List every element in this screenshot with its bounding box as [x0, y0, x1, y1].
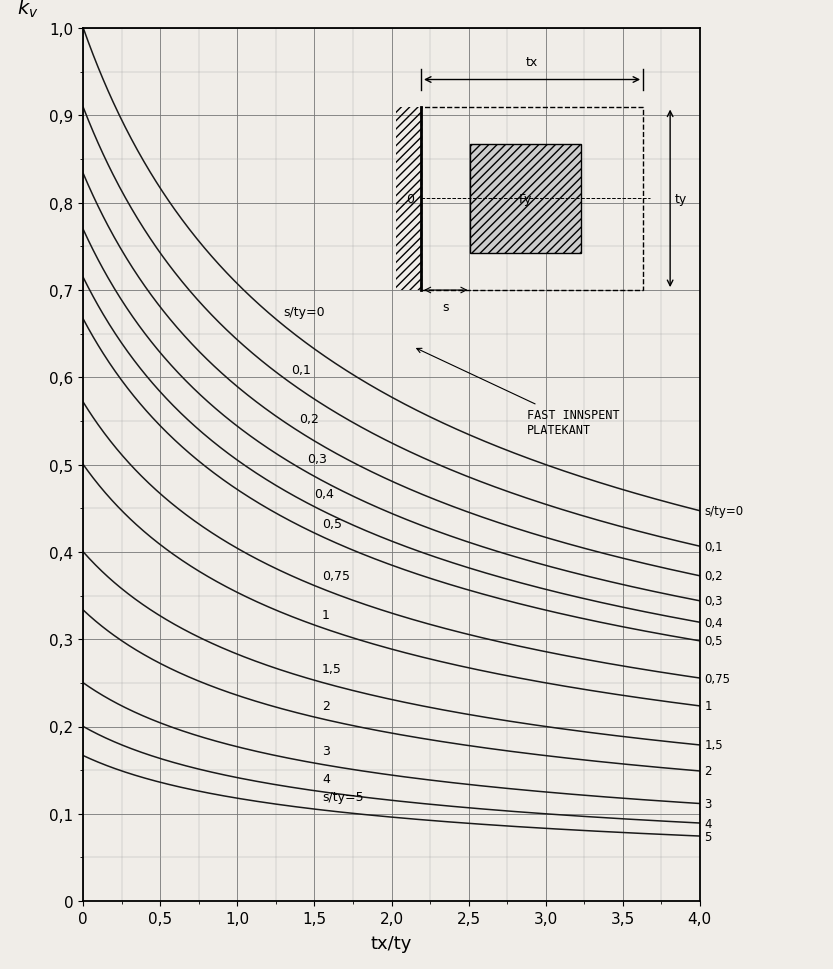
Text: 5: 5 — [705, 829, 711, 843]
Text: 1: 1 — [322, 609, 330, 621]
Text: 0,5: 0,5 — [322, 517, 342, 530]
Text: 0,1: 0,1 — [705, 540, 723, 553]
Text: 0,4: 0,4 — [705, 616, 723, 629]
Text: 0,75: 0,75 — [322, 569, 350, 582]
Text: 4: 4 — [705, 817, 712, 829]
Text: 1: 1 — [705, 700, 712, 712]
Text: s/ty=0: s/ty=0 — [705, 505, 744, 517]
Text: 0,2: 0,2 — [299, 412, 319, 425]
Text: 0,2: 0,2 — [705, 570, 723, 582]
Text: FAST INNSPENT
PLATEKANT: FAST INNSPENT PLATEKANT — [416, 349, 620, 436]
Text: s/ty=5: s/ty=5 — [322, 790, 364, 803]
Text: 1,5: 1,5 — [705, 738, 723, 752]
Text: 2: 2 — [322, 700, 330, 712]
Text: 0,1: 0,1 — [292, 364, 312, 377]
Text: 3: 3 — [705, 797, 711, 810]
X-axis label: tx/ty: tx/ty — [371, 934, 412, 953]
Text: 0,5: 0,5 — [705, 635, 723, 647]
Text: 3: 3 — [322, 744, 330, 758]
Text: 4: 4 — [322, 772, 330, 785]
Text: 2: 2 — [705, 765, 712, 778]
Text: s/ty=0: s/ty=0 — [284, 306, 325, 319]
Text: 0,3: 0,3 — [705, 595, 723, 608]
Text: 0,75: 0,75 — [705, 672, 731, 685]
Text: $k_v$: $k_v$ — [17, 0, 38, 20]
Text: 1,5: 1,5 — [322, 663, 342, 675]
Text: 0,3: 0,3 — [307, 453, 327, 466]
Text: 0,4: 0,4 — [315, 487, 334, 500]
